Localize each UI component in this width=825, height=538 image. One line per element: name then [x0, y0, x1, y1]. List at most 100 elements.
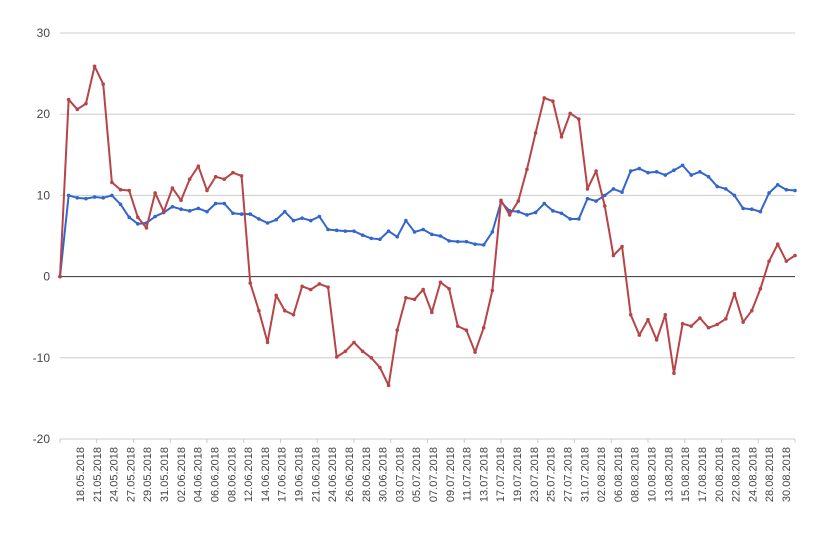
y-tick-label: 0: [43, 270, 50, 284]
series-1-point: [317, 214, 322, 219]
series-1-point: [602, 193, 607, 198]
series-2-point: [291, 312, 296, 317]
series-2-point: [447, 286, 451, 291]
series-2-point: [542, 96, 547, 100]
series-2-point: [628, 312, 633, 317]
series-2-point: [594, 169, 598, 173]
series-2-point: [283, 308, 287, 313]
series-2-point: [404, 295, 408, 300]
x-tick-label: 09.07.2018: [445, 447, 457, 502]
x-tick-label: 14.06.2018: [260, 447, 272, 502]
series-1-point: [257, 217, 261, 221]
x-tick-label: 20.08.2018: [714, 447, 726, 502]
y-tick-label: -20: [33, 432, 51, 446]
series-2-point: [706, 325, 711, 330]
series-1-point: [646, 170, 650, 175]
series-2-point: [689, 324, 694, 328]
series-1-point: [248, 212, 253, 216]
x-tick-label: 23.07.2018: [529, 447, 541, 502]
series-2-point: [620, 244, 624, 249]
series-1-point: [179, 207, 183, 212]
series-2-point: [481, 325, 486, 330]
series-2-point: [257, 308, 261, 313]
series-2-point: [222, 177, 227, 181]
series-2-point: [170, 186, 175, 190]
x-tick-label: 31.05.2018: [159, 447, 171, 502]
series-1-point: [92, 195, 97, 199]
x-tick-label: 15.08.2018: [680, 447, 692, 502]
series-2-point: [248, 281, 253, 285]
series-1-point: [369, 236, 374, 241]
series-2-point: [205, 188, 209, 193]
series-2-point: [741, 320, 745, 324]
series-2-point: [637, 333, 642, 337]
series-1-point: [239, 212, 244, 216]
x-tick-label: 12.06.2018: [243, 447, 255, 502]
series-1-point: [334, 228, 339, 233]
series-2-point: [715, 322, 719, 327]
series-2-point: [499, 198, 503, 203]
series-1-point: [196, 206, 201, 211]
series-2-point: [516, 199, 521, 203]
series-1-point: [326, 227, 330, 232]
series-1-point: [352, 229, 356, 233]
series-1-point: [715, 184, 719, 189]
series-2-point: [602, 204, 607, 208]
series-1-point: [663, 173, 668, 177]
series-2-point: [179, 198, 183, 203]
x-tick-label: 30.08.2018: [781, 447, 793, 502]
x-tick-label: 24.08.2018: [747, 447, 759, 502]
series-2-point: [758, 286, 763, 291]
series-1-point: [637, 166, 642, 171]
series-2-point: [334, 355, 339, 359]
series-2-point: [533, 131, 538, 135]
x-tick-label: 28.06.2018: [361, 447, 373, 502]
x-tick-label: 02.06.2018: [176, 447, 188, 502]
x-tick-label: 27.07.2018: [562, 447, 574, 502]
series-1-point: [490, 230, 495, 234]
series-1-point: [187, 209, 192, 213]
y-tick-label: 20: [37, 107, 51, 121]
series-2-point: [161, 209, 166, 214]
series-1-point: [205, 209, 209, 214]
x-tick-label: 04.06.2018: [193, 447, 205, 502]
series-2-point: [672, 371, 676, 376]
series-2-point: [585, 187, 590, 191]
series-2-point: [300, 284, 304, 289]
series-2-point: [378, 365, 382, 370]
x-tick-label: 11.07.2018: [462, 447, 474, 501]
series-1-point: [551, 209, 555, 213]
series-1-point: [136, 222, 140, 226]
series-1-point: [620, 190, 624, 194]
series-1-point: [654, 170, 659, 174]
series-2-point: [421, 287, 425, 292]
series-1-point: [542, 201, 547, 206]
series-1-point: [473, 242, 477, 246]
series-1-point: [568, 217, 572, 221]
series-2-point: [551, 99, 555, 104]
series-2-point: [343, 349, 348, 354]
series-2-point: [66, 97, 71, 102]
series-1-point: [308, 218, 313, 223]
series-1-point: [360, 233, 365, 237]
series-2-point: [352, 340, 356, 345]
x-tick-label: 13.07.2018: [478, 447, 490, 502]
series-1-point: [585, 196, 590, 201]
series-1-point: [300, 216, 304, 220]
series-2-point: [767, 259, 771, 263]
series-1-point: [672, 168, 676, 173]
x-tick-label: 24.06.2018: [327, 447, 339, 502]
series-1-point: [793, 188, 797, 193]
x-axis-tick-labels: 18.05.2018 21.05.2018 24.05.2018 27.05.2018…: [75, 447, 793, 502]
series-2-point: [360, 349, 365, 354]
series-1-point: [378, 237, 382, 242]
series-2-point: [92, 64, 97, 69]
series-1-point: [127, 215, 131, 220]
series-1-point: [447, 239, 451, 243]
x-tick-label: 28.08.2018: [764, 447, 776, 502]
series-2-point: [274, 293, 278, 298]
series-1-point: [213, 201, 218, 206]
series-1-point: [75, 196, 80, 200]
series-2-point: [732, 291, 737, 296]
series-2-point: [568, 111, 572, 116]
